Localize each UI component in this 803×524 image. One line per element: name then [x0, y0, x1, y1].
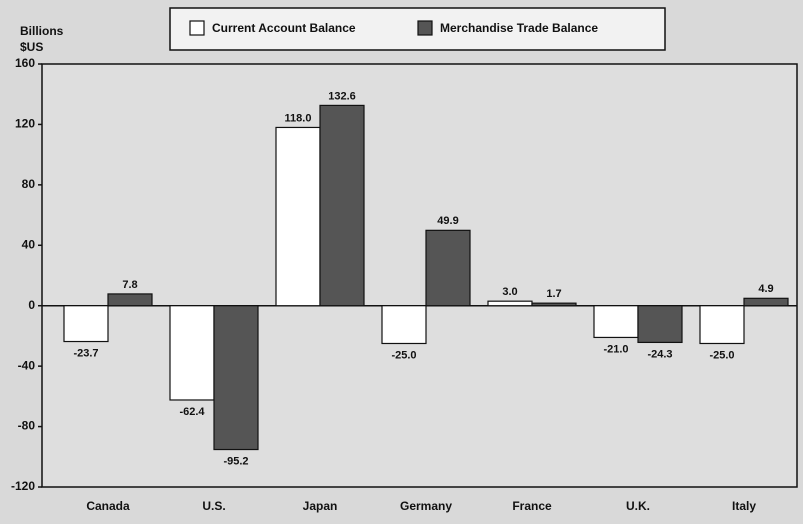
value-label: 118.0	[285, 112, 312, 124]
value-label: -95.2	[223, 455, 248, 467]
x-tick-label: Italy	[732, 499, 756, 513]
bar	[425, 229, 471, 307]
bar	[275, 126, 321, 307]
x-tick-label: U.K.	[626, 499, 650, 513]
x-tick-label: Canada	[86, 499, 130, 513]
value-label: -23.7	[73, 347, 98, 359]
x-tick-label: Japan	[303, 499, 338, 513]
legend-label: Current Account Balance	[212, 21, 356, 35]
bar	[637, 305, 683, 344]
bar	[63, 305, 109, 343]
legend-label: Merchandise Trade Balance	[440, 21, 598, 35]
y-tick-label: 80	[22, 177, 36, 191]
value-label: -21.0	[603, 343, 628, 355]
value-label: 3.0	[502, 286, 517, 298]
bar	[531, 302, 577, 307]
bar	[213, 305, 259, 451]
bar	[699, 305, 745, 345]
y-tick-label: -120	[11, 479, 35, 493]
value-label: 4.9	[758, 283, 773, 295]
value-label: 132.6	[328, 90, 356, 102]
bar	[319, 104, 365, 307]
plot-area	[41, 63, 798, 488]
value-label: 7.8	[122, 279, 137, 291]
y-tick-label: 0	[28, 298, 35, 312]
value-label: -24.3	[647, 348, 672, 360]
y-tick-label: -40	[18, 358, 36, 372]
legend-swatch	[417, 20, 433, 36]
bar	[107, 293, 153, 307]
bar	[593, 305, 639, 339]
value-label: 1.7	[546, 288, 561, 300]
bar	[169, 305, 215, 401]
x-tick-label: U.S.	[202, 499, 225, 513]
x-tick-label: France	[512, 499, 552, 513]
bar	[487, 300, 533, 307]
y-tick-label: 160	[15, 56, 35, 70]
y-axis-label: Billions	[20, 24, 64, 38]
y-tick-label: 120	[15, 117, 35, 131]
value-label: -25.0	[391, 349, 416, 361]
y-axis-label: $US	[20, 40, 43, 54]
y-tick-label: 40	[22, 237, 36, 251]
bar	[743, 297, 789, 307]
value-label: 49.9	[437, 215, 458, 227]
y-tick-label: -80	[18, 419, 36, 433]
value-label: -25.0	[709, 349, 734, 361]
legend-swatch	[189, 20, 205, 36]
value-label: -62.4	[179, 406, 205, 418]
x-tick-label: Germany	[400, 499, 452, 513]
bar	[381, 305, 427, 345]
